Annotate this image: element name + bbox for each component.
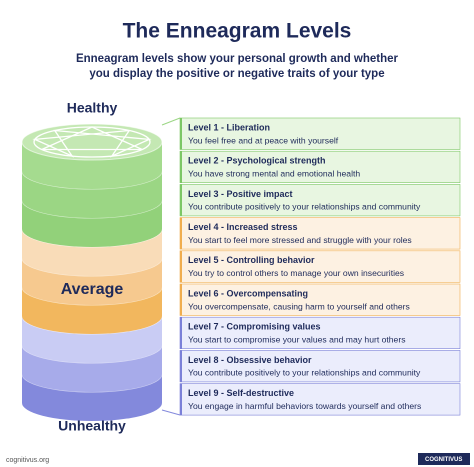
level-text: You start to compromise your values and … bbox=[188, 334, 406, 344]
level-accent bbox=[180, 383, 182, 416]
level-title: Level 9 - Self-destructive bbox=[188, 388, 294, 398]
site: cognitivus.org bbox=[6, 457, 49, 464]
level-box bbox=[179, 316, 461, 350]
level-text: You overcompensate, causing harm to your… bbox=[188, 301, 410, 311]
level-title: Level 3 - Positive impact bbox=[188, 189, 293, 199]
scale-label: Unhealthy bbox=[58, 418, 126, 434]
subtitle: you display the positive or negative tra… bbox=[89, 68, 384, 80]
level-text: You engage in harmful behaviors towards … bbox=[188, 401, 421, 411]
level-accent bbox=[180, 151, 182, 183]
level-accent bbox=[180, 217, 182, 250]
scale-label: Average bbox=[61, 281, 124, 298]
symbol-line bbox=[32, 129, 152, 158]
title: The Enneagram Levels bbox=[123, 20, 352, 43]
level-box bbox=[179, 350, 461, 383]
level-box bbox=[179, 217, 461, 250]
disc-top bbox=[21, 123, 163, 161]
level-title: Level 8 - Obsessive behavior bbox=[188, 355, 312, 365]
level-text: You have strong mental and emotional hea… bbox=[188, 168, 360, 178]
level-text: You feel free and at peace with yourself bbox=[188, 135, 339, 145]
symbol-line bbox=[41, 126, 143, 151]
level-title: Level 2 - Psychological strength bbox=[188, 156, 326, 166]
level-box bbox=[179, 283, 461, 316]
level-text: You try to control others to manage your… bbox=[188, 268, 404, 278]
level-title: Level 5 - Controlling behavior bbox=[188, 255, 315, 265]
brand: COGNITIVUS bbox=[425, 457, 462, 463]
level-accent bbox=[180, 184, 182, 216]
connector bbox=[161, 117, 181, 126]
scale-label: Healthy bbox=[67, 100, 118, 116]
level-text: You start to feel more stressed and stru… bbox=[188, 235, 412, 245]
connector bbox=[161, 409, 181, 416]
level-box bbox=[179, 383, 461, 416]
level-title: Level 7 - Compromising values bbox=[188, 322, 321, 332]
level-text: You contribute positively to your relati… bbox=[188, 202, 421, 212]
logo-box bbox=[418, 453, 470, 465]
level-text: You contribute positively to your relati… bbox=[188, 368, 421, 378]
level-accent bbox=[180, 317, 182, 349]
level-title: Level 4 - Increased stress bbox=[188, 222, 298, 232]
level-box bbox=[179, 117, 461, 150]
level-accent bbox=[180, 118, 182, 150]
level-accent bbox=[180, 250, 182, 283]
level-accent bbox=[180, 284, 182, 316]
level-box bbox=[179, 250, 461, 283]
subtitle: Enneagram levels show your personal grow… bbox=[76, 53, 399, 65]
level-title: Level 6 - Overcompensating bbox=[188, 288, 308, 298]
level-accent bbox=[180, 350, 182, 382]
level-title: Level 1 - Liberation bbox=[188, 122, 270, 132]
level-box bbox=[179, 184, 461, 217]
